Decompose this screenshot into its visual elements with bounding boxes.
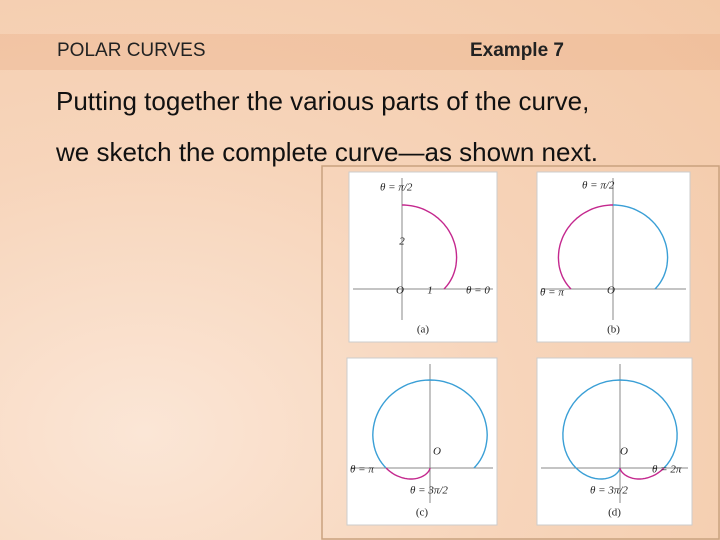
example-title: Example 7 (470, 40, 564, 61)
curve-current (402, 204, 458, 290)
panel (348, 171, 498, 343)
body-line: we sketch the complete curve—as shown ne… (56, 137, 598, 167)
curve-current (619, 467, 665, 480)
curve-label: θ = 2π (652, 464, 682, 476)
header-band (0, 34, 720, 70)
curve-label: O (433, 446, 441, 458)
curve-label: O (607, 285, 615, 297)
curve-label: θ = π (350, 464, 374, 476)
curve-label: θ = π/2 (380, 182, 413, 194)
curve-current (385, 467, 431, 480)
curve-label: θ = 0 (466, 285, 490, 297)
caption: (c) (416, 507, 429, 519)
panel (536, 357, 693, 526)
caption: (a) (417, 324, 430, 336)
body-line: Putting together the various parts of th… (56, 86, 590, 116)
panel (346, 357, 498, 526)
curve-label: θ = 3π/2 (410, 485, 448, 497)
curve-label: 1 (427, 285, 433, 297)
section-title: POLAR CURVES (57, 40, 206, 61)
curve-label: θ = π (540, 287, 564, 299)
curve-label: O (396, 285, 404, 297)
curve-previous (372, 379, 488, 469)
caption: (b) (607, 324, 620, 336)
curve-label: θ = π/2 (582, 180, 615, 192)
curve-previous (562, 379, 678, 480)
caption: (d) (608, 507, 621, 519)
curve-label: 2 (399, 236, 405, 248)
curve-label: θ = 3π/2 (590, 485, 628, 497)
curve-current (557, 204, 613, 290)
curve-label: O (620, 446, 628, 458)
curve-previous (613, 204, 669, 290)
figure-frame (321, 165, 720, 540)
